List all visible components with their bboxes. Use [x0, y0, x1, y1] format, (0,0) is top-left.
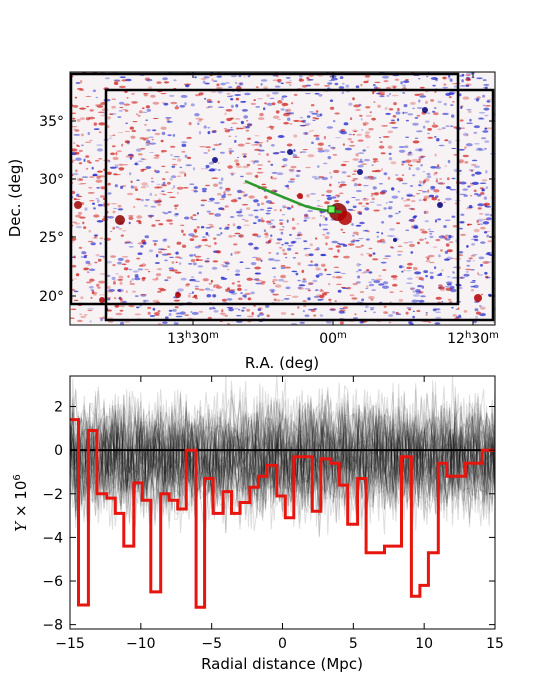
profile-x-axis-label: Radial distance (Mpc)	[201, 655, 363, 673]
profile-x-tick-label: 5	[349, 636, 358, 652]
map-x-tick-label: 12h30m	[447, 330, 499, 347]
profile-y-tick-label: −8	[42, 618, 63, 634]
stacked-profile-line	[70, 418, 495, 609]
profile-panel: −15 −10 −5 0 5 10 15 20−2−4−6−8 Radial distanc…	[12, 375, 504, 673]
profile-y-tick-label: 0	[54, 443, 63, 459]
map-y-tick-label: 25°	[39, 230, 64, 246]
map-x-axis-label: R.A. (deg)	[245, 354, 319, 372]
field-rectangle-left	[69, 72, 460, 306]
map-axes-frame	[69, 71, 496, 326]
profile-x-tick-label: 15	[486, 636, 504, 652]
profile-y-tick-label: −2	[42, 487, 63, 503]
map-x-tick-label: 00m	[319, 330, 347, 347]
map-y-tick-label: 30°	[39, 172, 64, 188]
profile-x-ticks: −15 −10 −5 0 5 10 15	[55, 376, 504, 652]
profile-x-tick-label: −10	[126, 636, 156, 652]
profile-y-ticks: 2 0 −2 −4 −6 −8	[42, 400, 495, 634]
map-y-ticks: 35° 30° 25° 20°	[39, 114, 495, 305]
field-rectangle-right	[104, 88, 495, 322]
map-y-tick-label: 20°	[39, 289, 64, 305]
map-y-tick-label: 35°	[39, 114, 64, 130]
profile-x-tick-label: −5	[201, 636, 222, 652]
profile-y-axis-label: Y × 106	[12, 474, 30, 531]
profile-y-tick-label: −6	[42, 574, 63, 590]
sky-map-panel: 35° 30° 25° 20° 13h30m 00m 12h30m R.A. (…	[6, 71, 499, 372]
map-x-ticks: 13h30m 00m 12h30m	[167, 72, 499, 347]
sky-map-image	[70, 72, 495, 325]
profile-x-tick-label: 0	[278, 636, 287, 652]
map-x-tick-label: 13h30m	[167, 330, 219, 347]
profile-y-tick-label: −4	[42, 530, 63, 546]
profile-x-tick-label: −15	[55, 636, 85, 652]
cluster-marker	[327, 205, 336, 214]
profile-y-tick-label: 2	[54, 400, 63, 416]
map-y-axis-label: Dec. (deg)	[6, 159, 24, 238]
profile-x-tick-label: 10	[415, 636, 433, 652]
